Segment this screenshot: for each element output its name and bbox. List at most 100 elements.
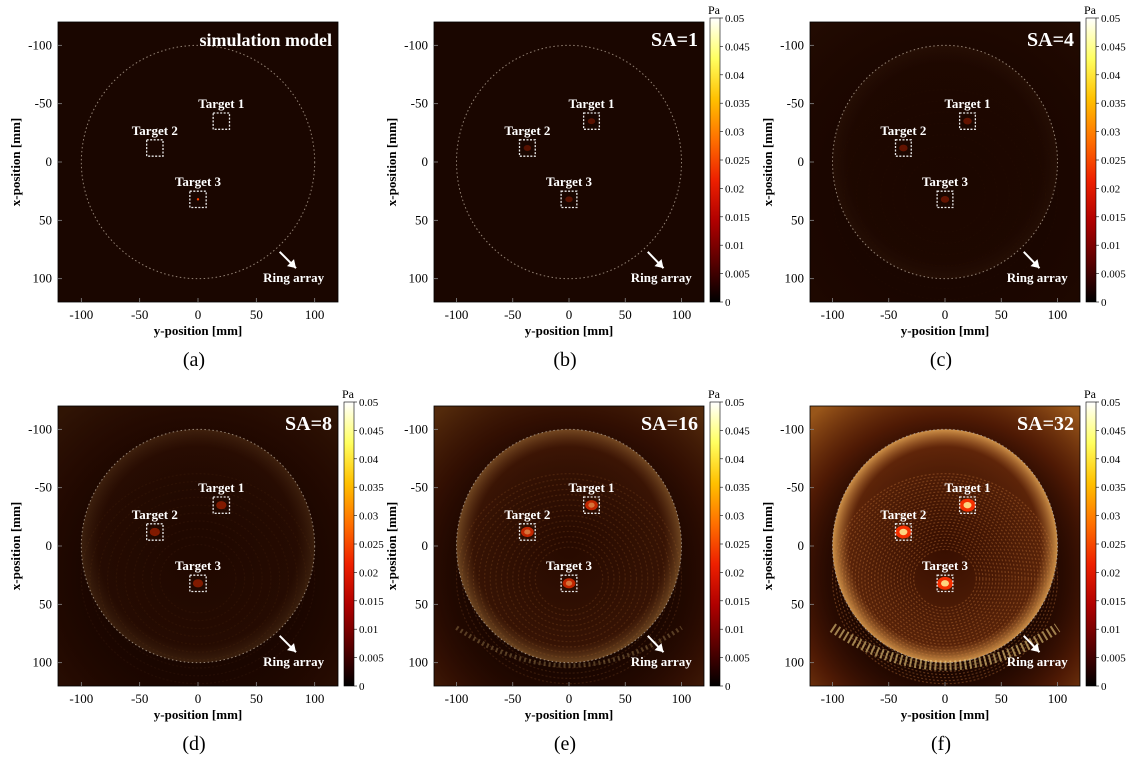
target-box: [212, 496, 231, 514]
y-tick-label: 0: [422, 538, 429, 553]
wave-fringe: [141, 528, 255, 630]
target-response: [940, 195, 950, 203]
y-tick-label: 50: [415, 596, 428, 611]
colorbar-tick-label: 0.005: [725, 653, 750, 665]
target-response-core: [588, 502, 595, 508]
target-response: [565, 196, 573, 203]
wave-field: [434, 406, 704, 686]
x-axis-label: y-position [mm]: [154, 707, 242, 722]
colorbar-tick-label: 0.05: [725, 397, 745, 409]
target-label: Target 1: [198, 480, 244, 495]
colorbar-tick-label: 0: [725, 297, 731, 309]
wave-fringe: [867, 506, 1023, 651]
ring-array-label: Ring array: [263, 270, 325, 285]
colorbar-tick-label: 0.02: [725, 183, 744, 195]
colorbar-tick-label: 0.01: [1101, 240, 1120, 252]
colorbar-tick-label: 0.005: [1101, 269, 1126, 281]
colorbar-tick-label: 0.04: [725, 454, 745, 466]
y-tick-label: -50: [411, 480, 428, 495]
panel-title: SA=1: [651, 29, 698, 51]
wave-fringe: [523, 536, 615, 622]
target-box: [518, 523, 536, 541]
ring-array-label: Ring array: [631, 270, 693, 285]
target-label: Target 3: [922, 174, 969, 189]
field-background: [58, 22, 338, 302]
colorbar-tick-label: 0.015: [1101, 596, 1126, 608]
colorbar-tick-label: 0.035: [725, 482, 750, 494]
x-tick-label: 0: [195, 307, 202, 322]
grating-lobe-arc: [829, 623, 1061, 671]
colorbar-tick-label: 0.045: [725, 41, 750, 53]
wave-fringe: [896, 533, 994, 624]
wave-fringe: [835, 476, 1055, 682]
x-axis-label: y-position [mm]: [154, 323, 242, 338]
target-label: Target 2: [504, 123, 550, 138]
target-response-core: [963, 501, 972, 509]
panel-letter: (b): [553, 349, 576, 371]
heatmap-panel-5: Target 1 Target 2 Target 3 Ring array SA=16 -…: [384, 387, 750, 755]
x-tick-label: -50: [131, 307, 148, 322]
target-response: [521, 526, 534, 538]
y-tick-label: 100: [409, 271, 429, 286]
y-tick-label: 50: [39, 212, 52, 227]
colorbar-unit: Pa: [1084, 387, 1097, 401]
colorbar: [709, 17, 721, 303]
colorbar-tick-label: 0.015: [359, 596, 384, 608]
x-tick-label: -100: [445, 691, 469, 706]
panel-title: SA=32: [1017, 413, 1074, 435]
x-tick-label: -100: [69, 691, 93, 706]
x-tick-label: 100: [672, 307, 692, 322]
target-label: Target 1: [568, 96, 614, 111]
wave-fringe: [877, 515, 1013, 642]
colorbar-tick-label: 0.05: [359, 397, 379, 409]
x-tick-label: 50: [619, 691, 632, 706]
panel-title: SA=8: [285, 413, 332, 435]
colorbar-unit: Pa: [1084, 3, 1097, 17]
x-tick-label: 50: [995, 691, 1008, 706]
wave-fringe: [874, 512, 1016, 645]
ring-array-label: Ring array: [263, 654, 325, 669]
target-box: [560, 574, 578, 593]
panel-letter: (c): [930, 349, 952, 371]
x-tick-label: 100: [305, 691, 325, 706]
target-box: [894, 523, 912, 541]
heatmap-panel-2: Target 1 Target 2 Target 3 Ring array SA=1 -1…: [384, 3, 750, 371]
target-box: [582, 112, 601, 130]
x-tick-label: -50: [131, 691, 148, 706]
target-response: [216, 501, 227, 510]
x-tick-label: 0: [566, 307, 573, 322]
colorbar: [709, 401, 721, 687]
wave-fringe: [838, 479, 1052, 679]
wave-fringe: [159, 543, 237, 614]
y-tick-label: -100: [28, 421, 52, 436]
x-axis-label: y-position [mm]: [525, 323, 613, 338]
target-label: Target 3: [546, 174, 593, 189]
wave-field: [58, 406, 338, 686]
x-tick-label: -100: [821, 307, 845, 322]
x-axis-label: y-position [mm]: [901, 323, 989, 338]
y-tick-label: 100: [33, 655, 53, 670]
panel-title: SA=4: [1027, 29, 1074, 51]
colorbar-tick-label: 0.045: [1101, 41, 1126, 53]
field-background: [434, 22, 704, 302]
colorbar-tick-label: 0.03: [725, 127, 745, 139]
y-tick-label: -50: [35, 480, 52, 495]
colorbar-tick-label: 0.03: [1101, 127, 1121, 139]
target-label: Target 2: [880, 123, 926, 138]
target-label: Target 1: [568, 480, 614, 495]
colorbar-tick-label: 0.035: [1101, 482, 1126, 494]
wave-fringe: [98, 488, 298, 669]
target-response-core: [941, 580, 949, 587]
colorbar-tick-label: 0.04: [359, 454, 379, 466]
target-response: [963, 117, 972, 125]
x-tick-label: 50: [995, 307, 1008, 322]
target-response-core: [565, 580, 573, 586]
wave-fringe: [880, 518, 1010, 639]
wave-fringe: [890, 527, 1000, 630]
y-tick-label: 100: [33, 271, 53, 286]
colorbar-unit: Pa: [708, 387, 721, 401]
x-tick-label: 0: [942, 691, 949, 706]
x-tick-label: 100: [305, 307, 325, 322]
wave-fringe: [478, 494, 660, 664]
x-axis-label: y-position [mm]: [901, 707, 989, 722]
